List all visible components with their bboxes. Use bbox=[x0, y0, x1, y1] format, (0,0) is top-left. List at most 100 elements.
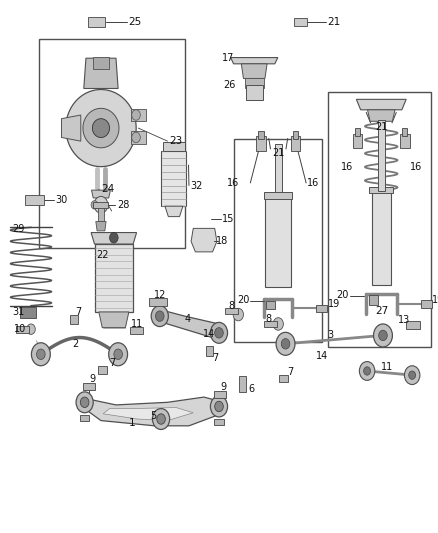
Text: 14: 14 bbox=[203, 329, 215, 340]
Circle shape bbox=[276, 332, 295, 356]
Bar bbox=[421, 301, 432, 308]
Text: 16: 16 bbox=[307, 178, 320, 188]
Circle shape bbox=[76, 392, 93, 413]
Text: 9: 9 bbox=[89, 374, 95, 384]
Text: 19: 19 bbox=[328, 299, 340, 309]
Bar bbox=[355, 128, 360, 136]
Polygon shape bbox=[83, 108, 119, 148]
Text: 4: 4 bbox=[185, 314, 191, 324]
Circle shape bbox=[94, 196, 108, 213]
Circle shape bbox=[155, 311, 164, 321]
Polygon shape bbox=[230, 58, 278, 64]
Bar bbox=[93, 57, 109, 69]
Text: 9: 9 bbox=[220, 382, 226, 392]
Text: 7: 7 bbox=[288, 367, 294, 377]
Text: 32: 32 bbox=[190, 181, 203, 190]
Text: 2: 2 bbox=[72, 339, 78, 349]
Circle shape bbox=[152, 409, 170, 430]
Bar bbox=[258, 131, 264, 139]
Bar bbox=[256, 136, 266, 151]
Bar bbox=[163, 142, 185, 151]
Bar bbox=[265, 196, 291, 287]
Text: 11: 11 bbox=[381, 362, 393, 372]
Bar bbox=[131, 131, 146, 144]
Text: 21: 21 bbox=[272, 148, 284, 158]
Text: 8: 8 bbox=[265, 314, 272, 324]
Polygon shape bbox=[91, 232, 137, 244]
Bar bbox=[88, 17, 105, 27]
Bar bbox=[70, 315, 78, 325]
Polygon shape bbox=[367, 110, 395, 122]
Text: 13: 13 bbox=[399, 315, 411, 325]
Bar bbox=[369, 295, 378, 305]
Circle shape bbox=[157, 414, 165, 424]
Bar bbox=[316, 305, 326, 312]
Text: 11: 11 bbox=[131, 319, 143, 329]
Text: 16: 16 bbox=[341, 162, 353, 172]
Text: 21: 21 bbox=[375, 122, 387, 132]
Bar bbox=[162, 151, 187, 206]
Circle shape bbox=[364, 367, 371, 375]
Circle shape bbox=[210, 396, 228, 417]
Bar bbox=[226, 308, 238, 314]
Text: 17: 17 bbox=[223, 53, 235, 62]
Bar bbox=[291, 136, 300, 151]
Circle shape bbox=[114, 349, 123, 359]
Bar bbox=[279, 375, 288, 383]
Polygon shape bbox=[241, 64, 267, 78]
Text: 10: 10 bbox=[14, 324, 26, 334]
Text: 19: 19 bbox=[432, 295, 438, 305]
Bar bbox=[378, 120, 385, 191]
Bar bbox=[83, 383, 95, 390]
Bar bbox=[206, 346, 213, 356]
Bar bbox=[131, 109, 146, 122]
Text: 6: 6 bbox=[248, 384, 254, 394]
Polygon shape bbox=[66, 90, 136, 167]
Circle shape bbox=[409, 371, 416, 379]
Circle shape bbox=[359, 361, 375, 381]
Text: 24: 24 bbox=[101, 184, 114, 194]
Bar bbox=[25, 196, 44, 205]
Polygon shape bbox=[191, 228, 217, 252]
Bar bbox=[353, 134, 362, 149]
Bar bbox=[239, 376, 247, 392]
Polygon shape bbox=[61, 115, 81, 141]
Polygon shape bbox=[84, 58, 118, 88]
Bar bbox=[369, 187, 393, 193]
Polygon shape bbox=[92, 190, 110, 198]
Circle shape bbox=[32, 343, 50, 366]
Bar bbox=[275, 144, 282, 196]
Polygon shape bbox=[245, 78, 264, 88]
Text: 20: 20 bbox=[336, 290, 349, 300]
Bar bbox=[93, 201, 109, 208]
Circle shape bbox=[379, 330, 387, 341]
Text: 15: 15 bbox=[223, 214, 235, 224]
Text: 14: 14 bbox=[315, 351, 328, 361]
Polygon shape bbox=[99, 312, 129, 328]
Polygon shape bbox=[96, 222, 106, 231]
Text: 16: 16 bbox=[410, 162, 422, 172]
Circle shape bbox=[210, 322, 228, 343]
Circle shape bbox=[27, 324, 35, 334]
Text: 29: 29 bbox=[12, 224, 25, 234]
Bar bbox=[406, 321, 420, 329]
Text: 1: 1 bbox=[129, 418, 135, 428]
Bar bbox=[130, 327, 143, 334]
Text: 5: 5 bbox=[150, 411, 156, 422]
Bar bbox=[98, 366, 107, 374]
Polygon shape bbox=[157, 309, 223, 340]
Text: 26: 26 bbox=[223, 80, 236, 90]
Text: 8: 8 bbox=[229, 301, 235, 311]
Bar bbox=[294, 18, 307, 26]
Bar bbox=[328, 92, 431, 348]
Bar bbox=[266, 301, 275, 309]
Bar bbox=[214, 391, 226, 398]
Text: 31: 31 bbox=[12, 308, 25, 318]
Bar bbox=[234, 139, 322, 342]
Polygon shape bbox=[79, 397, 223, 426]
Bar bbox=[372, 191, 391, 285]
Circle shape bbox=[374, 324, 392, 347]
Circle shape bbox=[80, 397, 89, 408]
Circle shape bbox=[132, 110, 140, 120]
Polygon shape bbox=[165, 206, 183, 216]
